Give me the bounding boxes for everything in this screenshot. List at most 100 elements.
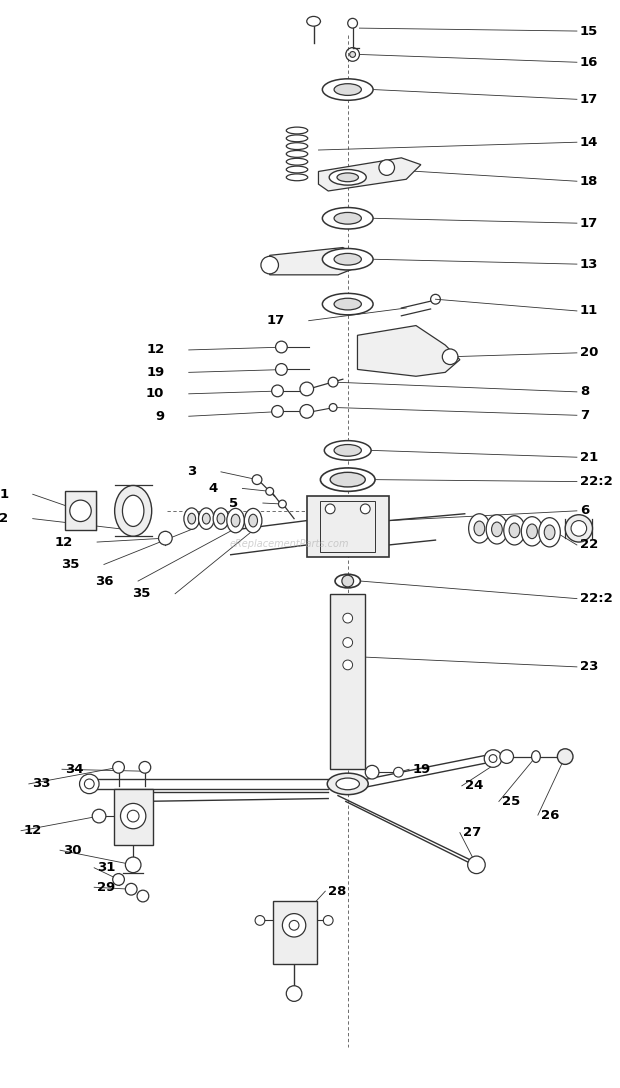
Text: 16: 16 [580,55,598,69]
Circle shape [139,762,151,774]
Ellipse shape [337,173,358,182]
Ellipse shape [286,127,308,134]
Ellipse shape [335,574,360,588]
Circle shape [379,160,394,175]
Ellipse shape [322,78,373,100]
Circle shape [272,385,283,397]
Text: 20: 20 [580,346,598,359]
Circle shape [266,487,273,495]
Circle shape [70,500,91,521]
Text: 6: 6 [580,505,589,517]
Text: 19: 19 [412,763,430,776]
Ellipse shape [334,298,361,310]
Circle shape [326,504,335,514]
Circle shape [565,515,593,542]
Circle shape [261,257,278,274]
Ellipse shape [188,514,195,524]
Ellipse shape [115,485,152,536]
Text: 10: 10 [146,387,164,400]
Text: 3: 3 [187,466,197,479]
Text: 17: 17 [580,217,598,230]
Circle shape [324,916,333,925]
Circle shape [350,51,355,58]
Circle shape [137,890,149,902]
Text: 15: 15 [580,25,598,38]
Ellipse shape [217,514,225,524]
Ellipse shape [286,166,308,173]
Ellipse shape [321,468,375,492]
Circle shape [365,765,379,779]
Text: 21: 21 [580,450,598,463]
Circle shape [329,404,337,411]
Circle shape [275,342,287,353]
Circle shape [275,363,287,375]
Ellipse shape [336,778,360,790]
Polygon shape [270,248,358,275]
Circle shape [342,576,353,586]
Ellipse shape [249,515,257,527]
Ellipse shape [531,751,540,763]
Circle shape [343,638,353,647]
Circle shape [557,749,573,765]
Bar [321,502,375,552]
Ellipse shape [327,774,368,794]
Circle shape [467,856,485,874]
Bar [307,496,389,557]
Ellipse shape [334,84,361,96]
Text: 28: 28 [328,885,347,898]
Text: 22: 22 [580,539,598,552]
Ellipse shape [509,523,520,537]
Ellipse shape [286,135,308,141]
Text: 35: 35 [61,558,79,571]
Circle shape [484,750,502,767]
Text: 12: 12 [146,344,164,357]
Ellipse shape [492,522,502,536]
Ellipse shape [286,150,308,158]
Text: 8: 8 [580,385,589,398]
Ellipse shape [286,174,308,181]
Text: 12: 12 [24,825,42,837]
Circle shape [282,914,306,937]
Ellipse shape [244,508,262,533]
Ellipse shape [334,212,361,224]
Text: 29: 29 [97,881,115,893]
Text: 36: 36 [95,574,113,588]
Ellipse shape [322,208,373,228]
Text: 11: 11 [580,305,598,318]
Circle shape [394,767,403,777]
Text: 5: 5 [229,496,239,509]
Bar [113,789,153,845]
Bar [273,901,317,964]
Text: 9: 9 [155,410,164,423]
Text: eReplacementParts.com: eReplacementParts.com [229,539,349,549]
Bar [65,492,96,530]
Text: 27: 27 [463,826,481,839]
Polygon shape [358,325,460,376]
Circle shape [442,349,458,364]
Ellipse shape [122,495,144,527]
Circle shape [328,378,338,387]
Text: 24: 24 [465,779,483,792]
Ellipse shape [286,143,308,149]
Circle shape [125,857,141,873]
Circle shape [113,874,125,886]
Circle shape [79,775,99,793]
Text: 31: 31 [97,862,115,875]
Text: 7: 7 [580,409,589,422]
Circle shape [255,916,265,925]
Circle shape [286,986,302,1001]
Circle shape [343,660,353,670]
Text: 25: 25 [502,795,520,808]
Circle shape [360,504,370,514]
Text: 23: 23 [580,660,598,673]
Ellipse shape [486,515,508,544]
Circle shape [300,382,314,396]
Circle shape [113,762,125,774]
Text: 2: 2 [0,512,8,526]
Circle shape [571,520,587,536]
Ellipse shape [286,159,308,165]
Text: 17: 17 [580,92,598,106]
Text: 4: 4 [209,482,218,495]
Text: 1: 1 [0,487,8,500]
Ellipse shape [329,170,366,185]
